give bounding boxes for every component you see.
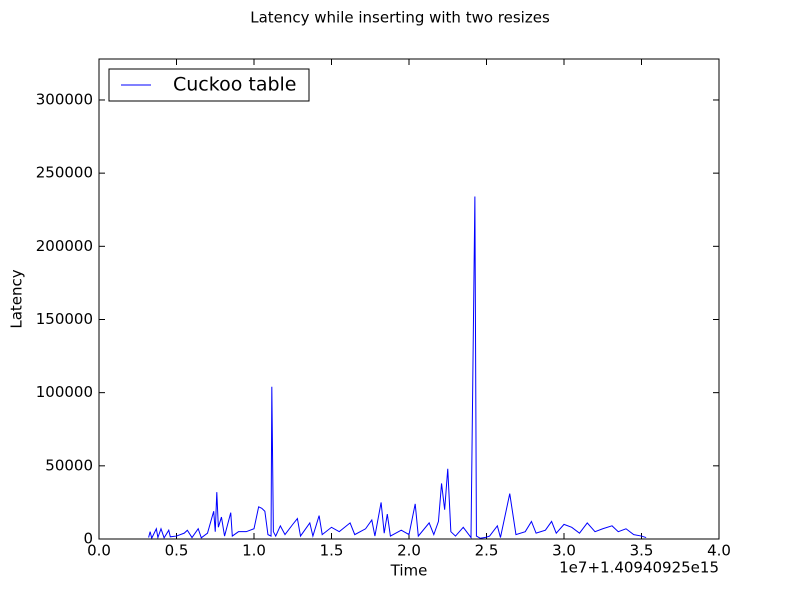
- x-axis-label: Time: [390, 562, 428, 580]
- x-offset-label: 1e7+1.40940925e15: [559, 559, 719, 577]
- x-tick-label: 3.0: [552, 542, 576, 560]
- y-tick-label: 250000: [36, 164, 93, 182]
- legend: Cuckoo table: [108, 68, 310, 102]
- x-tick-label: 3.5: [630, 542, 654, 560]
- x-tick-label: 1.5: [320, 542, 344, 560]
- y-tick-label: 50000: [45, 456, 93, 474]
- x-tick-label: 1.0: [242, 542, 266, 560]
- y-axis-label: Latency: [8, 269, 26, 328]
- y-tick-label: 200000: [36, 237, 93, 255]
- x-tick-label: 0.5: [165, 542, 189, 560]
- x-tick-label: 2.5: [475, 542, 499, 560]
- y-tick-label: 300000: [36, 90, 93, 108]
- x-tick-label: 2.0: [397, 542, 421, 560]
- y-tick-label: 100000: [36, 383, 93, 401]
- plot-frame: [98, 58, 720, 540]
- x-tick-label: 4.0: [707, 542, 731, 560]
- x-tick-label: 0.0: [87, 542, 111, 560]
- y-tick-label: 150000: [36, 310, 93, 328]
- y-tick-label: 0: [83, 530, 93, 548]
- legend-label: Cuckoo table: [173, 74, 297, 96]
- chart-title: Latency while inserting with two resizes: [250, 9, 550, 27]
- series-line: [148, 196, 647, 540]
